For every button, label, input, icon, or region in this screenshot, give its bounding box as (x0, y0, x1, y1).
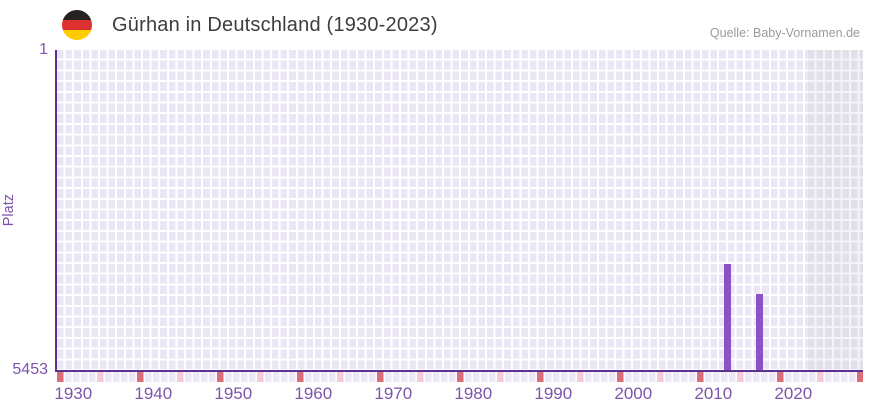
plot-area (55, 50, 863, 372)
x-tick-label: 1990 (534, 384, 573, 403)
x-tick-label: 1980 (454, 384, 493, 403)
chart-title: Gürhan in Deutschland (1930-2023) (112, 14, 438, 36)
x-tick-label: 1950 (214, 384, 253, 403)
y-axis-label: Platz (1, 194, 17, 227)
german-flag-icon (62, 10, 92, 40)
x-tick-label: 2000 (614, 384, 653, 403)
chart-bar-2012[interactable] (723, 264, 731, 370)
x-tick-label: 1970 (374, 384, 413, 403)
x-axis-tick-labels: 1930 1940 1950 1960 1970 1980 1990 2000 2010 2020 (54, 384, 863, 406)
source-label: Quelle: Baby-Vornamen.de (709, 26, 860, 40)
decade-marker-strip (57, 372, 863, 382)
x-tick-label: 1960 (294, 384, 333, 403)
x-tick-label: 2010 (694, 384, 733, 403)
chart-bar-2016[interactable] (755, 294, 763, 370)
x-tick-label: 1940 (134, 384, 173, 403)
incomplete-data-region (808, 50, 863, 370)
y-axis-top-tick: 1 (39, 41, 48, 58)
x-tick-label: 2020 (774, 384, 813, 403)
x-tick-label: 1930 (54, 384, 93, 403)
y-axis-bottom-tick: 5453 (12, 361, 48, 378)
